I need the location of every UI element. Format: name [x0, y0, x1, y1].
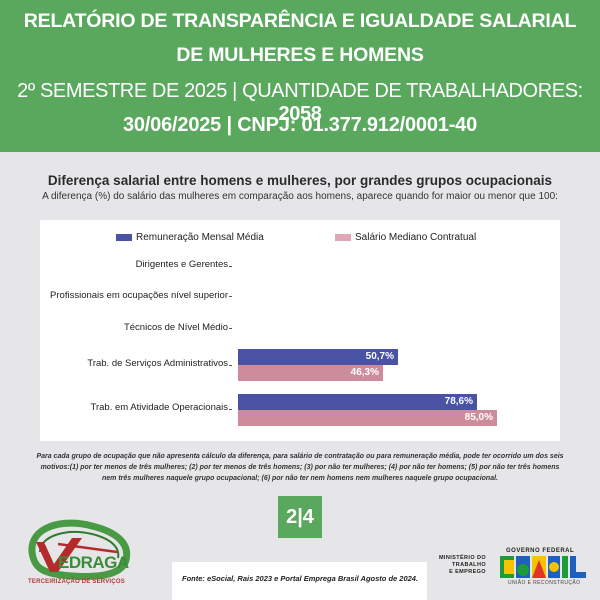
ministry-label: MINISTÉRIO DO TRABALHO E EMPREGO [426, 555, 486, 576]
page-indicator: 2|4 [278, 496, 322, 538]
bar-oper-media: 78,6% [238, 394, 477, 410]
bar-oper-mediano: 85,0% [238, 410, 497, 426]
period-text: 2º SEMESTRE DE 2025 | QUANTIDADE DE TRAB… [17, 80, 583, 102]
axis-tick [229, 328, 232, 329]
report-header: RELATÓRIO DE TRANSPARÊNCIA E IGUALDADE S… [0, 0, 600, 152]
gov-tagline: UNIÃO E RECONSTRUÇÃO [508, 580, 581, 586]
axis-tick [229, 409, 232, 410]
legend-swatch-pink [335, 233, 351, 241]
ministry-line1: MINISTÉRIO DO [438, 555, 486, 561]
category-label: Trab. de Serviços Administrativos [87, 358, 228, 369]
legend-label: Salário Mediano Contratual [355, 231, 477, 243]
legend-item-mediano: Salário Mediano Contratual [335, 230, 476, 244]
report-title-line2: DE MULHERES E HOMENS [176, 44, 424, 66]
source-box: Fonte: eSocial, Rais 2023 e Portal Empre… [172, 562, 427, 600]
bar-admin-media: 50,7% [238, 349, 398, 365]
worker-count: 2058 [278, 103, 322, 125]
report-period: 2º SEMESTRE DE 2025 | QUANTIDADE DE TRAB… [0, 80, 600, 126]
axis-tick [229, 365, 232, 366]
source-text: Fonte: eSocial, Rais 2023 e Portal Empre… [182, 574, 419, 583]
report-date-cnpj: 30/06/2025 | CNPJ: 01.377.912/0001-40 [122, 114, 478, 136]
chart-subtitle: A diferença (%) do salário das mulheres … [42, 191, 558, 202]
report-title-line1: RELATÓRIO DE TRANSPARÊNCIA E IGUALDADE S… [23, 10, 577, 32]
logo-tagline: TERCEIRIZAÇÃO DE SERVIÇOS [28, 579, 125, 585]
ministry-line3: E EMPREGO [449, 569, 486, 575]
chart-title: Diferença salarial entre homens e mulher… [47, 173, 553, 188]
footnote: Para cada grupo de ocupação que não apre… [36, 453, 564, 482]
axis-tick [229, 296, 232, 297]
legend-item-media: Remuneração Mensal Média [116, 230, 264, 244]
svg-text:EDRAGA: EDRAGA [58, 553, 129, 572]
brasil-logo-icon [500, 556, 586, 578]
bar-admin-mediano: 46,3% [238, 365, 383, 381]
category-label: Técnicos de Nível Médio [123, 322, 228, 333]
axis-tick [229, 266, 232, 267]
category-label: Dirigentes e Gerentes [135, 259, 228, 270]
legend-swatch-blue [116, 233, 132, 241]
gov-federal-label: GOVERNO FEDERAL [506, 548, 575, 554]
category-label: Profissionais em ocupações nível superio… [50, 290, 228, 301]
legend-label: Remuneração Mensal Média [136, 231, 264, 243]
category-label: Trab. em Atividade Operacionais [90, 402, 228, 413]
ministry-line2: TRABALHO [451, 562, 486, 568]
vedraga-logo-icon: EDRAGA [28, 519, 131, 580]
chart-panel: Remuneração Mensal Média Salário Mediano… [40, 220, 560, 441]
